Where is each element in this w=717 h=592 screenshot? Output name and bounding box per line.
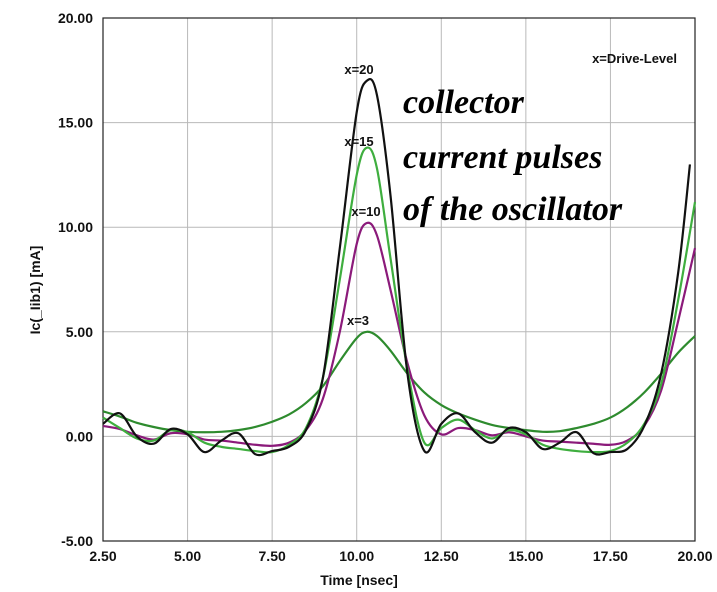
x-tick-label: 17.50	[593, 548, 628, 564]
y-axis-label: Ic(_Iib1) [mA]	[27, 246, 43, 335]
series-line-x3	[102, 330, 696, 434]
y-tick-label: 20.00	[58, 10, 93, 26]
x-tick-label: 7.50	[259, 548, 286, 564]
y-tick-label: 0.00	[66, 428, 93, 444]
plot-frame	[102, 17, 696, 542]
y-tick-label: 15.00	[58, 115, 93, 131]
series-label-x3: x=3	[347, 313, 369, 328]
annotation-line-2: current pulses	[403, 139, 602, 176]
x-tick-label: 2.50	[89, 548, 116, 564]
x-tick-label: 15.00	[508, 548, 543, 564]
annotation-text: collector current pulses of the oscillat…	[403, 84, 623, 228]
x-tick-label: 12.50	[424, 548, 459, 564]
series-label-x10: x=10	[351, 204, 380, 219]
series-label-x15: x=15	[344, 134, 373, 149]
series-label-x20: x=20	[344, 62, 373, 77]
x-tick-label: 10.00	[339, 548, 374, 564]
series-layer	[102, 78, 697, 457]
y-tick-label: 5.00	[66, 324, 93, 340]
annotation-line-1: collector	[403, 84, 525, 121]
series-line-x15	[102, 146, 697, 454]
y-tick-label: -5.00	[61, 533, 93, 549]
x-tick-label: 5.00	[174, 548, 201, 564]
y-axis-ticks: -5.00 0.00 5.00 10.00 15.00 20.00	[58, 10, 93, 549]
x-axis-ticks: 2.50 5.00 7.50 10.00 12.50 15.00 17.50 20.00	[89, 548, 712, 564]
annotation-line-3: of the oscillator	[403, 191, 623, 228]
x-axis-label: Time [nsec]	[320, 572, 398, 588]
y-tick-label: 10.00	[58, 219, 93, 235]
series-line-x10	[102, 221, 697, 447]
x-tick-label: 20.00	[677, 548, 712, 564]
drive-level-note: x=Drive-Level	[592, 51, 677, 66]
series-line-x20	[102, 78, 692, 457]
